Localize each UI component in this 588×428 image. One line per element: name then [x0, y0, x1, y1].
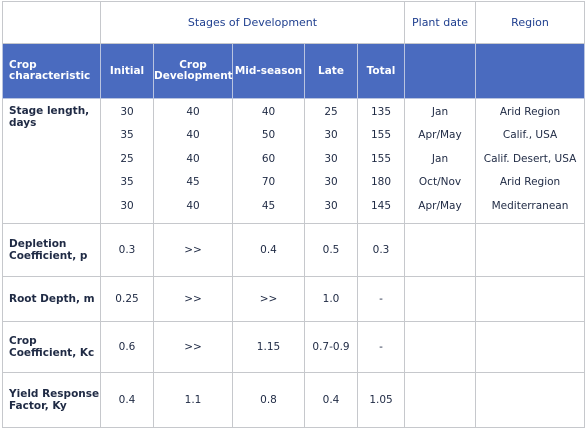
table-cell: >>: [153, 276, 233, 322]
table-cell: 0.4: [232, 223, 305, 277]
table-cell: 0.5: [304, 223, 358, 277]
empty-cell: [475, 372, 586, 428]
empty-cell: [475, 223, 586, 277]
column-header-row: Crop characteristic Initial Crop Develop…: [2, 43, 586, 99]
empty-cell: [404, 372, 477, 428]
stages-group-header: Stages of Development: [99, 1, 406, 44]
stage-plant-date-cell: Jan Apr/May Jan Oct/Nov Apr/May: [404, 98, 477, 224]
table-cell: 155: [370, 152, 392, 165]
depletion-row: Depletion Coefficient, p 0.3 >> 0.4 0.5 …: [2, 223, 586, 277]
crop-coefficient-row: Crop Coefficient, Kc 0.6 >> 1.15 0.7-0.9…: [2, 321, 586, 373]
table-cell: 0.7-0.9: [304, 321, 358, 373]
plant-date-header: Plant date: [404, 1, 477, 44]
table-cell: -: [356, 321, 406, 373]
empty-cell: [404, 223, 477, 277]
table-cell: 30: [120, 199, 134, 212]
table-cell: Arid Region: [499, 106, 561, 118]
root-depth-row: Root Depth, m 0.25 >> >> 1.0 -: [2, 276, 586, 322]
table-cell: 155: [370, 129, 392, 142]
root-depth-label: Root Depth, m: [2, 276, 101, 322]
table-cell: 30: [324, 152, 338, 165]
mid-season-header: Mid-season: [232, 43, 305, 99]
plant-date-header-blank: [404, 43, 477, 99]
late-header: Late: [304, 43, 358, 99]
table-cell: 35: [120, 176, 134, 189]
table-cell: Mediterranean: [491, 199, 569, 212]
table-cell: 45: [186, 176, 200, 189]
table-cell: 40: [186, 129, 200, 142]
stage-length-row: Stage length, days 30 35 25 35 30 40 40 …: [2, 98, 586, 224]
table-cell: 145: [370, 199, 392, 212]
table-cell: 0.3: [100, 223, 154, 277]
table-cell: 0.4: [100, 372, 154, 428]
table-cell: Oct/Nov: [418, 176, 462, 189]
table-cell: 60: [261, 152, 276, 165]
table-cell: 45: [261, 199, 276, 212]
stage-mid-cell: 40 50 60 70 45: [232, 98, 305, 224]
table-cell: -: [356, 276, 406, 322]
table-cell: Apr/May: [418, 129, 462, 142]
yield-response-row: Yield Response Factor, Ky 0.4 1.1 0.8 0.…: [2, 372, 586, 428]
crop-characteristic-header: Crop characteristic: [2, 43, 101, 99]
initial-header: Initial: [100, 43, 154, 99]
yield-response-label: Yield Response Factor, Ky: [2, 372, 101, 428]
empty-cell: [404, 276, 477, 322]
region-header-blank: [475, 43, 586, 99]
table-cell: 1.15: [232, 321, 305, 373]
table-cell: 0.25: [100, 276, 154, 322]
total-header: Total: [356, 43, 406, 99]
crop-development-header: Crop Development: [153, 43, 233, 99]
table-cell: 30: [120, 106, 134, 118]
table-cell: 70: [261, 176, 276, 189]
table-cell: 50: [261, 129, 276, 142]
stage-development-cell: 40 40 40 45 40: [153, 98, 233, 224]
table-cell: 135: [370, 106, 392, 118]
empty-cell: [404, 321, 477, 373]
table-cell: 40: [186, 199, 200, 212]
table-cell: 40: [186, 106, 200, 118]
table-cell: 0.4: [304, 372, 358, 428]
table-cell: 1.05: [356, 372, 406, 428]
table-cell: Calif., USA: [502, 129, 558, 142]
stage-total-cell: 135 155 155 180 145: [356, 98, 406, 224]
table-cell: 25: [324, 106, 338, 118]
table-cell: Apr/May: [418, 199, 462, 212]
table-cell: 30: [324, 199, 338, 212]
stage-region-cell: Arid Region Calif., USA Calif. Desert, U…: [475, 98, 586, 224]
stage-initial-cell: 30 35 25 35 30: [100, 98, 154, 224]
table-cell: 180: [370, 176, 392, 189]
table-cell: 1.1: [153, 372, 233, 428]
table-cell: >>: [232, 276, 305, 322]
table-cell: 40: [186, 152, 200, 165]
corner-cell: [2, 1, 101, 44]
crop-coefficient-label: Crop Coefficient, Kc: [2, 321, 101, 373]
empty-cell: [475, 321, 586, 373]
table-cell: Jan: [431, 152, 449, 165]
region-header: Region: [475, 1, 586, 44]
table-cell: 1.0: [304, 276, 358, 322]
table-cell: 0.8: [232, 372, 305, 428]
table-cell: 30: [324, 129, 338, 142]
depletion-label: Depletion Coefficient, p: [2, 223, 101, 277]
table-cell: 0.3: [356, 223, 406, 277]
stage-late-cell: 25 30 30 30 30: [304, 98, 358, 224]
table-cell: 0.6: [100, 321, 154, 373]
empty-cell: [475, 276, 586, 322]
table-cell: >>: [153, 321, 233, 373]
stage-length-label: Stage length, days: [2, 98, 101, 224]
top-header-row: Stages of Development Plant date Region: [2, 1, 586, 44]
table-cell: 40: [261, 106, 276, 118]
table-cell: Arid Region: [499, 176, 561, 189]
table-cell: Jan: [431, 106, 449, 118]
table-cell: 25: [120, 152, 134, 165]
table-cell: 30: [324, 176, 338, 189]
table-cell: 35: [120, 129, 134, 142]
table-cell: Calif. Desert, USA: [483, 152, 577, 165]
table-cell: >>: [153, 223, 233, 277]
